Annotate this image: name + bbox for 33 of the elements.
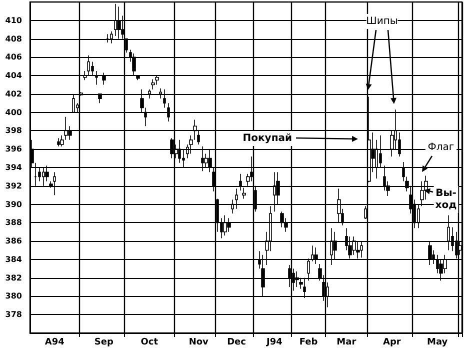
y-tick-label: 406 (5, 52, 22, 62)
x-tick-label: J94 (265, 338, 282, 348)
annotation: Флаг (428, 142, 454, 153)
annotation: Шипы (366, 16, 398, 27)
candlestick (57, 138, 60, 147)
y-tick-label: 394 (5, 163, 22, 172)
x-tick-label: A94 (44, 338, 64, 348)
x-tick-label: May (427, 338, 448, 348)
y-tick-label: 398 (5, 126, 22, 136)
y-tick-label: 400 (5, 108, 22, 117)
y-tick-label: 392 (5, 181, 22, 190)
x-tick-label: Apr (382, 338, 402, 348)
y-tick-label: 410 (5, 16, 22, 25)
x-tick-label: Mar (336, 338, 357, 348)
y-tick-label: 404 (5, 71, 22, 80)
y-tick-label: 378 (5, 310, 22, 320)
y-tick-label: 390 (5, 200, 22, 209)
x-tick-label: Sep (94, 338, 114, 348)
y-tick-label: 382 (5, 273, 22, 282)
x-tick-label: Feb (299, 338, 318, 348)
annotation: Покупай (242, 133, 292, 144)
y-tick-label: 402 (5, 89, 22, 98)
x-tick-label: Nov (188, 338, 209, 348)
x-tick-label: Dec (227, 338, 246, 348)
y-tick-label: 384 (5, 254, 22, 264)
y-tick-label: 396 (5, 144, 22, 154)
y-tick-label: 388 (5, 218, 22, 228)
x-tick-label: Oct (140, 338, 159, 348)
annotation: Вы- ход (435, 188, 457, 211)
y-tick-label: 386 (5, 236, 22, 246)
candlestick (151, 78, 155, 90)
y-tick-label: 380 (5, 292, 22, 301)
y-tick-label: 408 (5, 34, 22, 44)
